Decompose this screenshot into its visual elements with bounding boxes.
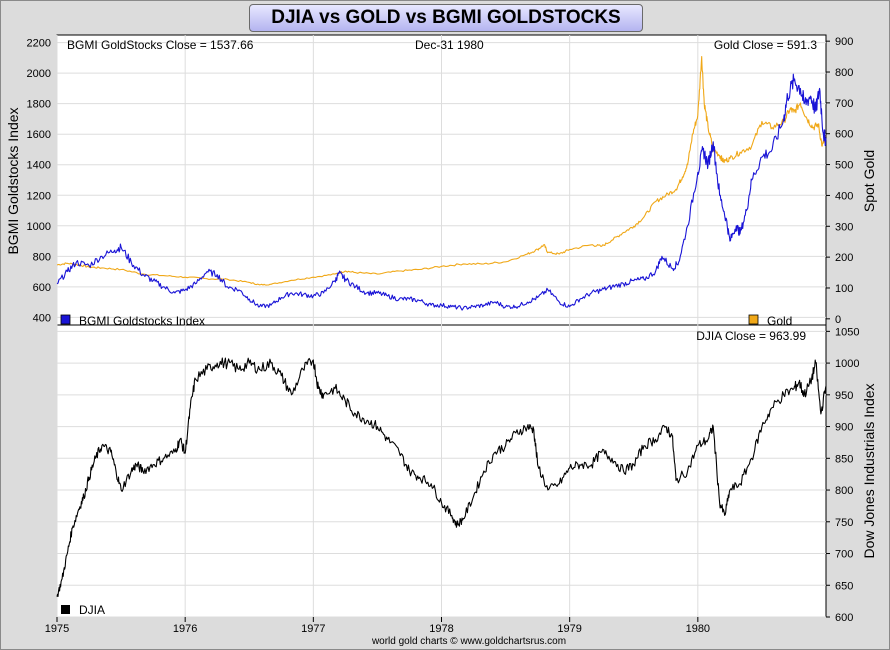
- right-axis-title-djia: Dow Jones Industrials Index: [861, 383, 877, 558]
- top-left-tick-label: 1600: [27, 129, 51, 141]
- top-right-tick-label: 300: [835, 221, 853, 233]
- legend-djia-swatch: [61, 605, 70, 614]
- legend-bgmi-label: BGMI Goldstocks Index: [79, 314, 205, 328]
- bottom-right-tick-label: 600: [835, 612, 853, 624]
- top-right-tick-label: 600: [835, 129, 853, 141]
- bgmi-line: [56, 73, 827, 311]
- bottom-right-tick-label: 650: [835, 580, 853, 592]
- x-tick-label: 1976: [173, 623, 197, 635]
- top-right-tick-label: 200: [835, 252, 853, 264]
- legend-gold-swatch: [748, 314, 759, 325]
- bottom-right-tick-label: 800: [835, 485, 853, 497]
- grid-layer: [56, 35, 826, 618]
- right-axis-title-gold: Spot Gold: [861, 150, 877, 212]
- bgmi-close-label: BGMI GoldStocks Close = 1537.66: [67, 38, 254, 52]
- tick-layer: 4006008001000120014001600180020002200010…: [27, 36, 860, 635]
- footer-credit: world gold charts © www.goldchartsrus.co…: [371, 636, 566, 647]
- djia-line: [56, 357, 827, 598]
- top-left-tick-label: 1000: [27, 221, 51, 233]
- bottom-right-tick-label: 750: [835, 517, 853, 529]
- bottom-right-tick-label: 1000: [835, 358, 859, 370]
- x-tick-label: 1975: [45, 623, 69, 635]
- bottom-right-tick-label: 950: [835, 390, 853, 402]
- legend-gold-label: Gold: [767, 314, 792, 328]
- series-layer: [56, 56, 827, 598]
- legend-bgmi-swatch: [60, 314, 71, 325]
- x-tick-label: 1978: [429, 623, 453, 635]
- bottom-right-tick-label: 700: [835, 549, 853, 561]
- top-right-tick-label: 0: [835, 314, 841, 326]
- top-left-tick-label: 1400: [27, 160, 51, 172]
- left-axis-title: BGMI Goldstocks Index: [5, 107, 21, 254]
- top-right-tick-label: 900: [835, 36, 853, 48]
- top-left-tick-label: 2000: [27, 68, 51, 80]
- top-right-tick-label: 500: [835, 160, 853, 172]
- legend-djia-label: DJIA: [79, 603, 105, 617]
- top-right-tick-label: 800: [835, 67, 853, 79]
- djia-close-label: DJIA Close = 963.99: [696, 329, 806, 343]
- date-label: Dec-31 1980: [415, 38, 484, 52]
- top-left-tick-label: 800: [33, 251, 51, 263]
- chart-title: DJIA vs GOLD vs BGMI GOLDSTOCKS: [249, 4, 643, 32]
- x-tick-label: 1979: [557, 623, 581, 635]
- x-tick-label: 1977: [301, 623, 325, 635]
- gold-close-label: Gold Close = 591.3: [714, 38, 817, 52]
- bottom-right-tick-label: 850: [835, 453, 853, 465]
- top-left-tick-label: 1200: [27, 190, 51, 202]
- top-right-tick-label: 100: [835, 283, 853, 295]
- gold-line: [56, 56, 827, 286]
- bottom-right-tick-label: 1050: [835, 326, 859, 338]
- top-right-tick-label: 400: [835, 190, 853, 202]
- top-left-tick-label: 600: [33, 282, 51, 294]
- top-left-tick-label: 2200: [27, 38, 51, 50]
- x-tick-label: 1980: [686, 623, 710, 635]
- top-right-tick-label: 700: [835, 98, 853, 110]
- top-left-tick-label: 1800: [27, 99, 51, 111]
- bottom-right-tick-label: 900: [835, 422, 853, 434]
- top-left-tick-label: 400: [33, 312, 51, 324]
